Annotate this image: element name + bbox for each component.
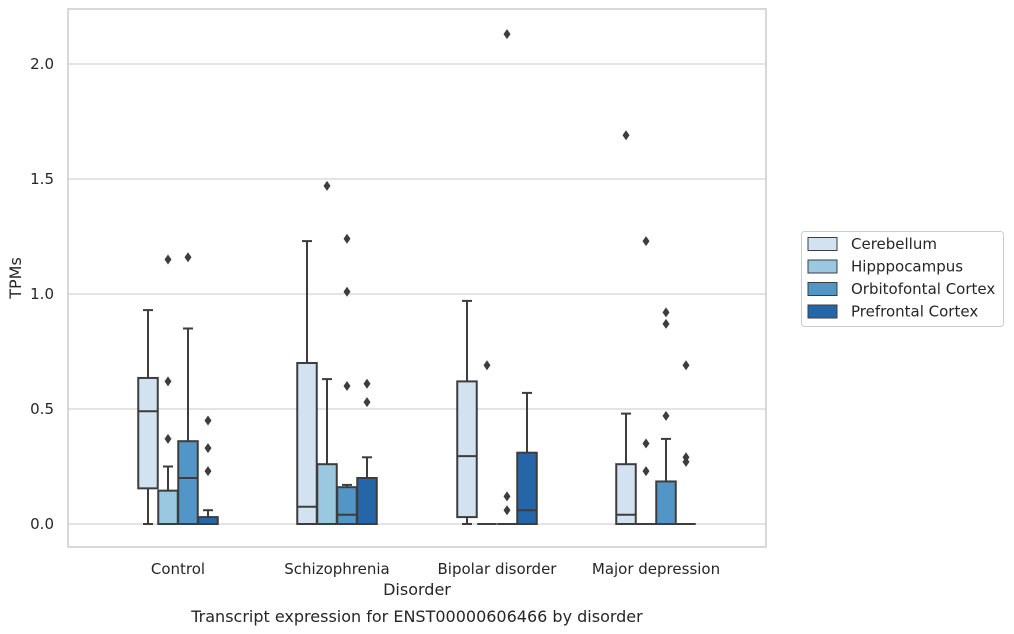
outlier-point bbox=[642, 438, 650, 449]
legend-swatch bbox=[807, 237, 838, 251]
box-group bbox=[296, 240, 318, 525]
legend-label: Cerebellum bbox=[851, 235, 937, 253]
legend-label: Prefrontal Cortex bbox=[851, 303, 978, 321]
box-group bbox=[655, 307, 677, 526]
outlier-point bbox=[343, 286, 351, 297]
outlier-point bbox=[343, 233, 351, 244]
series-prefrontal-cortex bbox=[197, 360, 696, 526]
box-group bbox=[477, 360, 497, 525]
box bbox=[177, 440, 199, 526]
chart-caption: Transcript expression for ENST0000060646… bbox=[190, 607, 643, 626]
outlier-point bbox=[164, 433, 172, 444]
box-series bbox=[137, 29, 696, 526]
box-group bbox=[516, 391, 538, 526]
outlier-point bbox=[642, 466, 650, 477]
box-group bbox=[316, 180, 338, 526]
outlier-point bbox=[363, 378, 371, 389]
outlier-point bbox=[164, 254, 172, 265]
y-tick-label: 0.5 bbox=[30, 400, 54, 418]
box-group bbox=[177, 252, 199, 526]
box-group bbox=[636, 236, 656, 525]
box bbox=[316, 463, 338, 526]
outlier-point bbox=[483, 360, 491, 371]
outlier-point bbox=[622, 130, 630, 141]
x-axis-label: Disorder bbox=[383, 580, 451, 599]
outlier-point bbox=[363, 397, 371, 408]
outlier-point bbox=[164, 376, 172, 387]
outlier-point bbox=[204, 415, 212, 426]
series-orbitofontal-cortex bbox=[177, 29, 677, 526]
x-axis-ticks: Control Schizophrenia Bipolar disorder Majo… bbox=[151, 560, 720, 578]
box bbox=[456, 380, 478, 519]
box bbox=[296, 362, 318, 525]
box-group bbox=[197, 415, 219, 525]
box-group bbox=[356, 378, 378, 525]
outlier-point bbox=[682, 452, 690, 463]
legend-swatch bbox=[807, 282, 838, 296]
outlier-point bbox=[323, 180, 331, 191]
outlier-point bbox=[503, 491, 511, 502]
box-group bbox=[456, 299, 478, 525]
box bbox=[137, 376, 159, 490]
box bbox=[336, 486, 358, 526]
outlier-point bbox=[343, 381, 351, 391]
y-tick-label: 1.5 bbox=[30, 170, 54, 188]
outlier-point bbox=[662, 307, 670, 318]
gridlines bbox=[68, 63, 766, 525]
series-hipppocampus bbox=[157, 180, 656, 526]
box-group bbox=[497, 29, 517, 525]
outlier-point bbox=[204, 466, 212, 477]
outlier-point bbox=[204, 443, 212, 454]
outlier-point bbox=[682, 360, 690, 371]
series-cerebellum bbox=[137, 130, 637, 526]
y-tick-label: 0.0 bbox=[30, 515, 54, 533]
plot-frame bbox=[67, 8, 767, 548]
box-group bbox=[336, 233, 358, 526]
box bbox=[356, 477, 378, 525]
outlier-point bbox=[662, 318, 670, 329]
box bbox=[157, 489, 179, 525]
outlier-point bbox=[184, 252, 192, 263]
legend: Cerebellum Hipppocampus Orbitofontal Corte… bbox=[801, 231, 1004, 327]
legend-label: Hipppocampus bbox=[851, 258, 963, 276]
box-group bbox=[137, 309, 159, 525]
outlier-point bbox=[503, 29, 511, 40]
box-group bbox=[615, 130, 637, 526]
outlier-point bbox=[503, 505, 511, 516]
box bbox=[516, 451, 538, 526]
legend-swatch bbox=[807, 304, 838, 319]
y-axis-label: TPMs bbox=[6, 257, 25, 300]
x-tick-label: Major depression bbox=[592, 560, 720, 578]
legend-frame bbox=[801, 231, 1004, 327]
x-tick-label: Bipolar disorder bbox=[438, 560, 558, 578]
y-tick-label: 1.0 bbox=[30, 285, 54, 303]
outlier-point bbox=[642, 236, 650, 247]
y-tick-label: 2.0 bbox=[30, 55, 54, 73]
box-group bbox=[157, 254, 179, 525]
x-tick-label: Control bbox=[151, 560, 205, 578]
legend-label: Orbitofontal Cortex bbox=[851, 280, 995, 298]
legend-swatch bbox=[807, 259, 838, 274]
x-tick-label: Schizophrenia bbox=[284, 560, 389, 578]
box bbox=[655, 480, 677, 526]
box bbox=[197, 516, 219, 525]
outlier-point bbox=[662, 410, 670, 421]
y-axis-ticks: 0.0 0.5 1.0 1.5 2.0 bbox=[30, 55, 54, 533]
box-group bbox=[676, 360, 696, 525]
